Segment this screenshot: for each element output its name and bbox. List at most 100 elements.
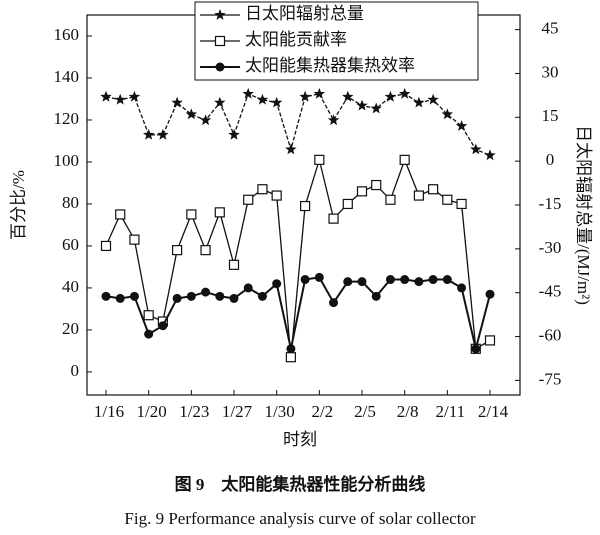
point — [484, 335, 496, 346]
point — [384, 90, 397, 102]
y2-tick-label: -75 — [539, 369, 562, 388]
point — [484, 149, 496, 161]
point — [229, 293, 239, 303]
point — [385, 275, 395, 285]
point — [314, 272, 324, 282]
y2-tick-label: 15 — [542, 106, 559, 125]
x-axis-label: 时刻 — [283, 430, 317, 449]
point — [314, 154, 325, 165]
point — [428, 184, 439, 195]
point — [427, 93, 439, 105]
point — [101, 291, 111, 301]
point — [144, 329, 154, 339]
point — [285, 352, 296, 363]
point — [313, 87, 325, 99]
point — [455, 120, 468, 131]
x-tick-label: 2/11 — [436, 402, 466, 421]
point — [413, 96, 425, 108]
point — [201, 287, 211, 297]
y-tick-label: 0 — [71, 361, 80, 380]
legend-marker — [215, 62, 225, 72]
x-tick-label: 2/2 — [311, 402, 333, 421]
point — [371, 291, 381, 301]
point — [356, 99, 368, 111]
point — [129, 234, 140, 245]
point — [285, 143, 297, 155]
point — [158, 321, 168, 331]
y2-axis-label: 日太阳辐射总量/(MJ/m²) — [574, 125, 593, 305]
point — [271, 96, 283, 108]
y2-tick-label: 0 — [546, 150, 555, 169]
caption-cn: 图 9 太阳能集热器性能分析曲线 — [175, 474, 426, 494]
x-tick-label: 2/8 — [397, 402, 419, 421]
point — [385, 194, 396, 205]
point — [413, 190, 424, 201]
point — [328, 213, 339, 224]
point — [357, 277, 367, 287]
y2-tick-label: -15 — [539, 194, 562, 213]
point — [441, 108, 453, 120]
point — [115, 209, 126, 220]
legend-label: 太阳能集热器集热效率 — [245, 56, 415, 75]
x-tick-label: 1/20 — [137, 402, 167, 421]
y2-tick-label: -30 — [539, 238, 562, 257]
y-tick-label: 120 — [54, 109, 80, 128]
point — [172, 293, 182, 303]
x-tick-label: 1/27 — [222, 402, 253, 421]
y-tick-label: 60 — [62, 235, 79, 254]
point — [186, 209, 197, 220]
point — [343, 277, 353, 287]
point — [271, 190, 282, 201]
point — [471, 344, 481, 354]
point — [100, 240, 112, 252]
point — [143, 310, 154, 321]
x-tick-label: 2/5 — [354, 402, 376, 421]
point — [228, 259, 240, 270]
y-tick-label: 80 — [62, 193, 79, 212]
point — [100, 90, 112, 102]
y-tick-label: 40 — [62, 277, 79, 296]
point — [129, 291, 139, 301]
y2-tick-label: -45 — [539, 282, 562, 301]
point — [257, 291, 267, 301]
x-tick-label: 1/16 — [94, 402, 124, 421]
point — [442, 194, 453, 205]
point — [371, 179, 382, 191]
y2-tick-label: 30 — [542, 62, 559, 81]
point — [299, 90, 311, 102]
legend-marker — [214, 35, 226, 47]
point — [400, 275, 410, 285]
point — [114, 93, 126, 105]
point — [200, 245, 211, 256]
point — [128, 90, 141, 102]
legend-label: 太阳能贡献率 — [245, 30, 347, 49]
point — [143, 128, 155, 140]
point — [242, 87, 254, 99]
point — [115, 293, 125, 303]
y2-tick-label: -60 — [539, 325, 562, 344]
point — [327, 114, 340, 126]
point — [485, 289, 495, 299]
point — [272, 279, 282, 289]
point — [157, 128, 169, 140]
y-axis-label: 百分比/% — [9, 170, 28, 240]
point — [300, 275, 310, 285]
point — [286, 344, 296, 354]
point — [399, 154, 410, 165]
series-line — [105, 157, 491, 358]
point — [442, 275, 452, 285]
point — [370, 102, 382, 114]
legend-label: 日太阳辐射总量 — [245, 4, 364, 23]
point — [329, 298, 339, 308]
point — [171, 96, 183, 108]
point — [428, 275, 438, 285]
series-line — [105, 93, 491, 156]
point — [300, 200, 311, 212]
series-line — [105, 276, 491, 350]
y-tick-label: 100 — [54, 151, 80, 170]
point — [414, 277, 424, 287]
point — [243, 194, 254, 205]
point — [470, 143, 482, 155]
point — [256, 93, 269, 105]
